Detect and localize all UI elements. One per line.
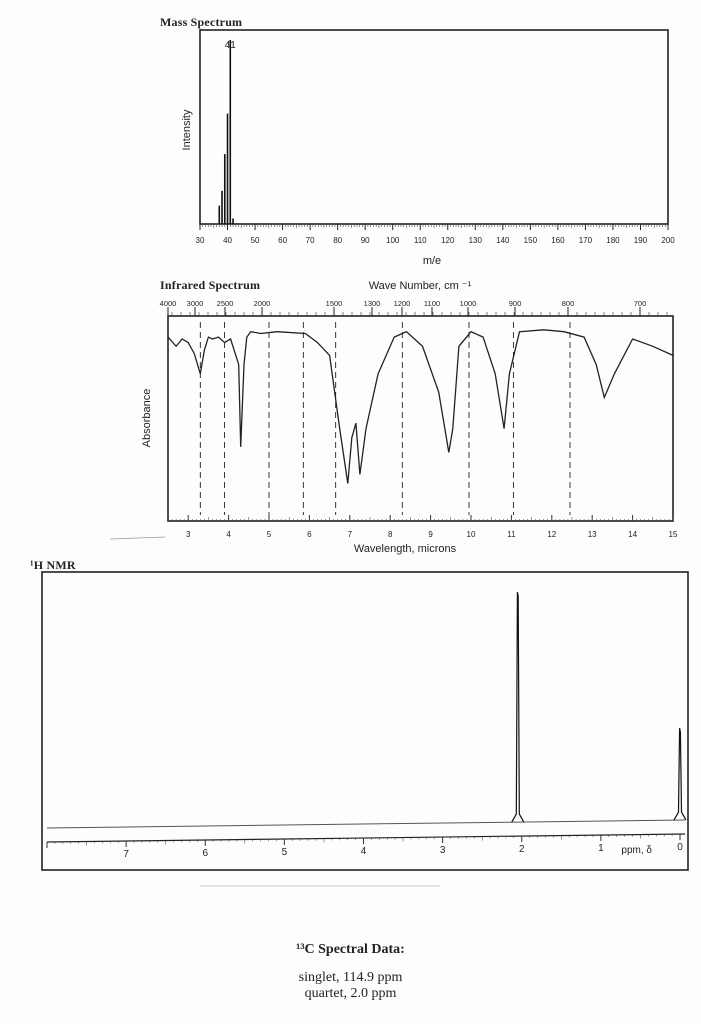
mass-spectrum-ylabel: Intensity	[181, 109, 193, 150]
h-nmr-chart: 7 6 5 4 3 2 1 0 ppm, δ	[41, 571, 689, 871]
mass-spectrum-tick-label: 70	[306, 236, 315, 245]
h-nmr-tick-label: 1	[598, 843, 604, 854]
ir-bottom-tick-label: 8	[388, 530, 393, 539]
ir-bottom-tick-label: 9	[428, 530, 433, 539]
ir-bottom-tick-label: 15	[669, 530, 678, 539]
mass-spectrum-tick-label: 60	[278, 236, 287, 245]
carbon13-section: ¹³C Spectral Data: singlet, 114.9 ppm qu…	[0, 942, 701, 1002]
ir-bottom-tick-label: 14	[628, 530, 637, 539]
h-nmr-tick-label: 3	[440, 845, 446, 856]
ir-absorbance-curve	[167, 329, 674, 484]
ir-top-tick-label: 700	[634, 299, 647, 308]
h-nmr-tick-label: 0	[677, 842, 683, 853]
ir-top-tick-label: 1300	[364, 299, 381, 308]
ir-ylabel: Absorbance	[141, 389, 153, 448]
h-nmr-tick-label: 2	[519, 844, 525, 855]
ir-bottom-tick-label: 11	[507, 530, 516, 539]
h-nmr-baseline-trace	[46, 819, 686, 829]
h-nmr-title: ¹H NMR	[30, 558, 76, 572]
h-nmr-axis-line	[46, 833, 686, 843]
mass-spectrum-tick-label: 160	[551, 236, 565, 245]
scan-separator-left	[109, 536, 166, 540]
mass-spectrum-tick-label: 40	[223, 236, 232, 245]
ir-top-tick-label: 4000	[160, 299, 177, 308]
ir-xlabel: Wavelength, microns	[354, 543, 457, 555]
mass-spectrum-tick-label: 30	[196, 236, 205, 245]
ir-spectrum-frame	[167, 315, 674, 522]
mass-spectrum-tick-label: 90	[361, 236, 370, 245]
h-nmr-frame	[41, 571, 689, 871]
mass-spectrum-tick-label: 140	[496, 236, 510, 245]
h-nmr-tick-label: 6	[202, 848, 208, 859]
mass-spectrum-title: Mass Spectrum	[160, 15, 243, 29]
ir-spectrum-chart: Wave Number, cm ⁻¹ Absorbance Wavelength…	[141, 280, 678, 555]
ir-bottom-tick-label: 10	[467, 530, 476, 539]
ir-top-tick-label: 900	[509, 299, 522, 308]
ir-bottom-tick-label: 7	[348, 530, 353, 539]
h-nmr-xlabel: ppm, δ	[621, 845, 652, 856]
carbon13-lines: singlet, 114.9 ppm quartet, 2.0 ppm	[0, 970, 701, 1002]
mass-spectrum-tick-label: 150	[524, 236, 538, 245]
ir-top-tick-label: 2000	[254, 299, 271, 308]
carbon13-line: quartet, 2.0 ppm	[304, 986, 397, 1001]
ir-top-tick-label: 1100	[424, 299, 440, 308]
mass-spectrum-tick-label: 120	[441, 236, 455, 245]
h-nmr-tick-label: 7	[123, 849, 129, 860]
mass-spectrum-tick-label: 130	[469, 236, 483, 245]
mass-spectrum-tick-label: 180	[606, 236, 620, 245]
ir-bottom-tick-label: 6	[307, 530, 312, 539]
mass-spectrum-chart: Intensity m/e 41 30405060708090100110120…	[181, 29, 675, 267]
mass-spectrum-tick-label: 170	[579, 236, 593, 245]
mass-spectrum-tick-label: 200	[661, 236, 675, 245]
mass-spectrum-frame	[199, 29, 669, 225]
h-nmr-tick-label: 5	[282, 847, 288, 858]
ir-spectrum-title: Infrared Spectrum	[160, 278, 261, 292]
ir-top-tick-label: 1500	[326, 299, 343, 308]
ir-top-tick-label: 3000	[187, 299, 204, 308]
mass-spectrum-tick-label: 50	[251, 236, 260, 245]
ir-top-tick-label: 1000	[460, 299, 477, 308]
mass-spectrum-tick-label: 100	[386, 236, 400, 245]
mass-spectrum-xlabel: m/e	[423, 255, 441, 267]
carbon13-title: ¹³C Spectral Data:	[296, 942, 405, 957]
h-nmr-tick-label: 4	[361, 846, 367, 857]
ir-bottom-tick-label: 13	[588, 530, 597, 539]
ir-bottom-tick-label: 4	[226, 530, 231, 539]
mass-spectrum-tick-label: 80	[333, 236, 342, 245]
ir-bottom-tick-label: 5	[267, 530, 272, 539]
h-nmr-peak	[511, 591, 525, 823]
mass-spectrum-tick-label: 190	[634, 236, 648, 245]
ir-bottom-tick-label: 3	[186, 530, 191, 539]
mass-spectrum-tick-label: 110	[414, 236, 427, 245]
ir-top-tick-label: 1200	[394, 299, 411, 308]
ir-top-axis-label: Wave Number, cm ⁻¹	[369, 280, 472, 292]
ir-top-tick-label: 800	[562, 299, 575, 308]
h-nmr-peak	[673, 727, 687, 821]
carbon13-line: singlet, 114.9 ppm	[298, 970, 403, 985]
ir-bottom-tick-label: 12	[547, 530, 556, 539]
ir-top-tick-label: 2500	[217, 299, 234, 308]
